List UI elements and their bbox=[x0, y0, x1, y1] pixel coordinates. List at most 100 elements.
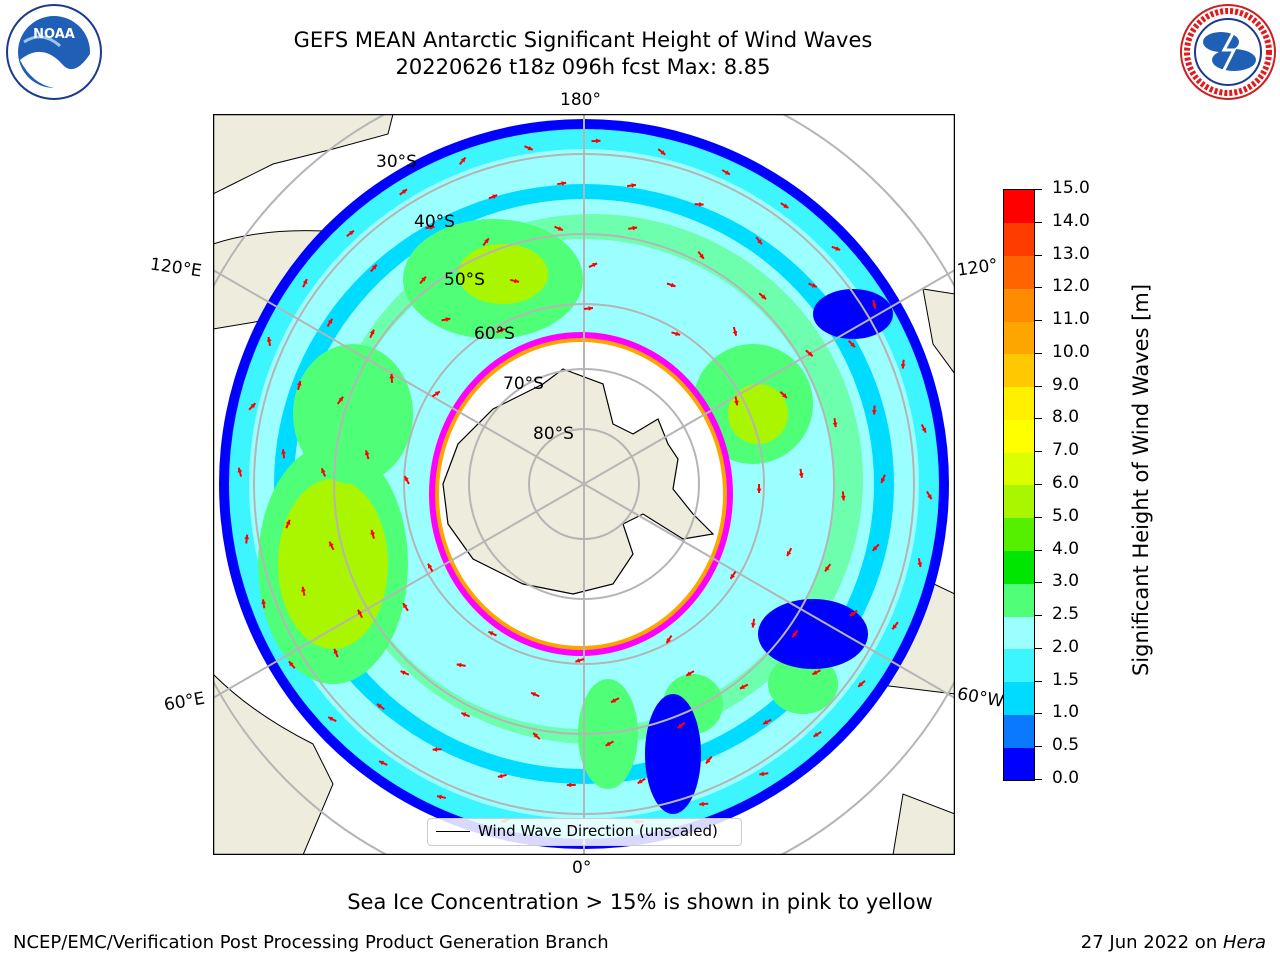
wave-arrow-head bbox=[400, 670, 406, 676]
wave-arrow-head bbox=[892, 624, 897, 630]
colorbar-tick-mark bbox=[1034, 746, 1042, 748]
colorbar-segment bbox=[1004, 353, 1034, 388]
lon-label-120w: 120° bbox=[955, 255, 1000, 281]
wave-arrow-head bbox=[349, 230, 354, 236]
wave-arrow-head bbox=[389, 373, 395, 379]
colorbar-tick-mark bbox=[1034, 779, 1042, 780]
wave-arrow-head bbox=[670, 282, 676, 288]
wave-arrow-head bbox=[787, 551, 792, 557]
wave-arrow-head bbox=[461, 712, 467, 717]
wave-arrow-head bbox=[288, 661, 294, 667]
wave-arrow-head bbox=[782, 393, 787, 398]
polar-map bbox=[213, 114, 955, 855]
colorbar-tick-label: 0.5 bbox=[1052, 735, 1080, 756]
noaa-logo: NOAA bbox=[6, 4, 102, 100]
colorbar-tick-mark bbox=[1034, 615, 1042, 617]
wave-arrow-head bbox=[917, 562, 923, 568]
colorbar-segment bbox=[1004, 386, 1034, 420]
wave-arrow-head bbox=[327, 318, 333, 324]
colorbar-tick-mark bbox=[1034, 713, 1042, 715]
wave-arrow-head bbox=[605, 741, 611, 746]
wave-arrow-head bbox=[880, 478, 886, 484]
colorbar-tick-mark bbox=[1034, 221, 1042, 223]
wave-arrow-head bbox=[660, 150, 666, 155]
wave-arrow-head bbox=[759, 771, 764, 777]
colorbar-segment bbox=[1004, 452, 1034, 486]
colorbar-tick-label: 2.5 bbox=[1052, 604, 1080, 625]
lon-label-120e: 120°E bbox=[148, 254, 203, 282]
colorbar-tick-label: 3.0 bbox=[1052, 571, 1080, 592]
wave-arrow-head bbox=[666, 638, 671, 644]
colorbar-tick-mark bbox=[1034, 549, 1042, 551]
wave-arrow-head bbox=[575, 658, 581, 663]
colorbar-tick-label: 9.0 bbox=[1052, 374, 1080, 395]
colorbar-segment bbox=[1004, 714, 1034, 748]
colorbar-tick-label: 8.0 bbox=[1052, 407, 1080, 428]
colorbar-segment bbox=[1004, 485, 1034, 519]
wave-arrow-head bbox=[596, 138, 601, 144]
colorbar-tick-label: 13.0 bbox=[1052, 243, 1090, 264]
colorbar-tick-mark bbox=[1034, 484, 1042, 485]
wave-arrow-head bbox=[432, 747, 438, 752]
wave-arrow-head bbox=[404, 476, 409, 482]
wave-arrow-head bbox=[761, 294, 767, 300]
colorbar-tick-label: 10.0 bbox=[1052, 341, 1090, 362]
wave-arrow-head bbox=[497, 773, 503, 779]
wave-arrow-head bbox=[445, 317, 451, 322]
wave-arrow-head bbox=[751, 622, 756, 628]
colorbar-tick-label: 12.0 bbox=[1052, 276, 1090, 297]
colorbar-tick-mark bbox=[1034, 189, 1042, 190]
colorbar-segment bbox=[1004, 616, 1034, 650]
svg-text:NOAA: NOAA bbox=[33, 27, 75, 42]
colorbar-label: Significant Height of Wind Waves [m] bbox=[1129, 283, 1153, 677]
wave-arrow-head bbox=[927, 494, 932, 500]
wave-arrow-head bbox=[734, 400, 739, 406]
wave-arrow-head bbox=[871, 303, 877, 309]
wave-arrow-head bbox=[514, 278, 520, 284]
wave-arrow-head bbox=[488, 631, 494, 636]
chart-title: GEFS MEAN Antarctic Significant Height o… bbox=[293, 28, 873, 52]
colorbar-segment bbox=[1004, 747, 1034, 781]
wave-arrow-head bbox=[460, 157, 466, 163]
colorbar-segment bbox=[1004, 681, 1034, 715]
colorbar-tick-label: 0.0 bbox=[1052, 768, 1080, 788]
lat-label-40s: 40°S bbox=[414, 212, 455, 232]
colorbar-tick-label: 6.0 bbox=[1052, 473, 1080, 493]
wave-arrow-head bbox=[527, 145, 533, 151]
lon-label-0: 0° bbox=[572, 858, 592, 878]
wave-arrow-head bbox=[840, 495, 846, 501]
legend-label: Wind Wave Direction (unscaled) bbox=[478, 822, 718, 840]
colorbar-tick-label: 7.0 bbox=[1052, 440, 1080, 461]
wave-arrow-head bbox=[533, 733, 539, 738]
wave-arrow-head bbox=[705, 758, 711, 764]
wave-arrow-head bbox=[637, 778, 643, 784]
colorbar-tick-mark bbox=[1034, 320, 1042, 322]
wave-arrow-head bbox=[872, 546, 878, 551]
wave-arrow-head bbox=[871, 410, 877, 415]
colorbar-tick-label: 1.0 bbox=[1052, 702, 1080, 723]
colorbar-segment bbox=[1004, 583, 1034, 617]
wave-arrow-head bbox=[428, 563, 433, 569]
wave-arrow-head bbox=[763, 719, 769, 725]
wave-arrow-head bbox=[832, 422, 838, 428]
wave-direction-arrows bbox=[237, 138, 933, 829]
sea-ice-note: Sea Ice Concentration > 15% is shown in … bbox=[347, 890, 933, 914]
colorbar-tick-mark bbox=[1034, 352, 1042, 354]
footer-right: 27 Jun 2022 on Hera bbox=[1080, 932, 1266, 953]
wave-arrow-head bbox=[357, 609, 363, 615]
wave-arrow-head bbox=[921, 427, 926, 433]
wave-arrow-head bbox=[858, 682, 864, 687]
wave-arrow-head bbox=[739, 684, 745, 689]
wave-arrow-head bbox=[328, 716, 334, 722]
wave-arrow-head bbox=[321, 468, 326, 474]
wave-arrow-head bbox=[484, 238, 489, 244]
wave-arrow-head bbox=[850, 342, 855, 348]
colorbar-segment bbox=[1004, 321, 1034, 355]
wave-arrow-head bbox=[301, 586, 306, 592]
colorbar-tick-mark bbox=[1034, 680, 1042, 682]
wave-arrow-head bbox=[699, 801, 704, 807]
wave-arrow-head bbox=[783, 203, 789, 208]
colorbar-tick-mark bbox=[1034, 451, 1042, 453]
wave-arrow-head bbox=[588, 306, 593, 311]
lat-label-70s: 70°S bbox=[503, 374, 544, 394]
